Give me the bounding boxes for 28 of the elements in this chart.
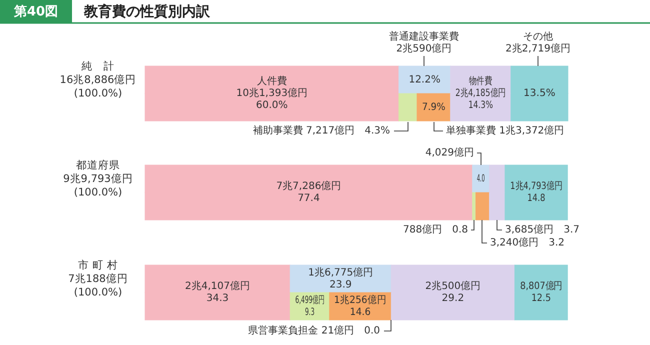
data-label: 2兆500億円 29.2	[425, 280, 481, 304]
data-label: 6,499億円 9.3	[295, 293, 324, 318]
data-label: 人件費 10兆1,393億円 60.0%	[236, 75, 308, 112]
chart-title: 教育費の性質別内訳	[83, 2, 211, 20]
y-tick-label: 都道府県 9兆9,793億円 (100.0%)	[63, 158, 133, 198]
data-label: 8,807億円 12.5	[520, 280, 562, 304]
annotation: 3,685億円 3.7	[505, 224, 580, 236]
data-label: 1兆4,793億円 14.8	[510, 180, 562, 205]
data-label: 物件費 2兆4,185億円 14.3%	[455, 75, 506, 112]
annotation: 県営事業負担金 21億円 0.0	[248, 324, 380, 337]
data-label: 2兆4,107億円 34.3	[185, 280, 250, 304]
annotation: 補助事業費 7,217億円 4.3%	[252, 124, 390, 137]
annotation: 単独事業費 1兆3,372億円	[446, 124, 564, 137]
text: 第40図	[12, 4, 58, 20]
text: その他 2兆2,719億円	[506, 30, 570, 55]
data-label: 12.2%	[408, 74, 440, 86]
data-label: 13.5%	[524, 88, 556, 100]
text: 普通建設事業費 2兆590億円	[389, 30, 459, 55]
annotation: 4,029億円	[425, 146, 474, 159]
data-label: 7兆7,286億円 77.4	[276, 180, 342, 204]
data-label: 1兆256億円 14.6	[334, 294, 387, 318]
annotation: 788億円 0.8	[403, 224, 468, 236]
data-label: 7.9%	[422, 102, 446, 114]
data-label: 1兆6,775億円 23.9	[308, 266, 374, 290]
y-tick-label: 市 町 村 7兆188億円 (100.0%)	[68, 258, 128, 298]
y-tick-label: 純 計 16兆8,886億円 (100.0%)	[60, 59, 136, 100]
data-label: 4.0	[476, 172, 485, 184]
annotation: 3,240億円 3.2	[490, 236, 565, 249]
